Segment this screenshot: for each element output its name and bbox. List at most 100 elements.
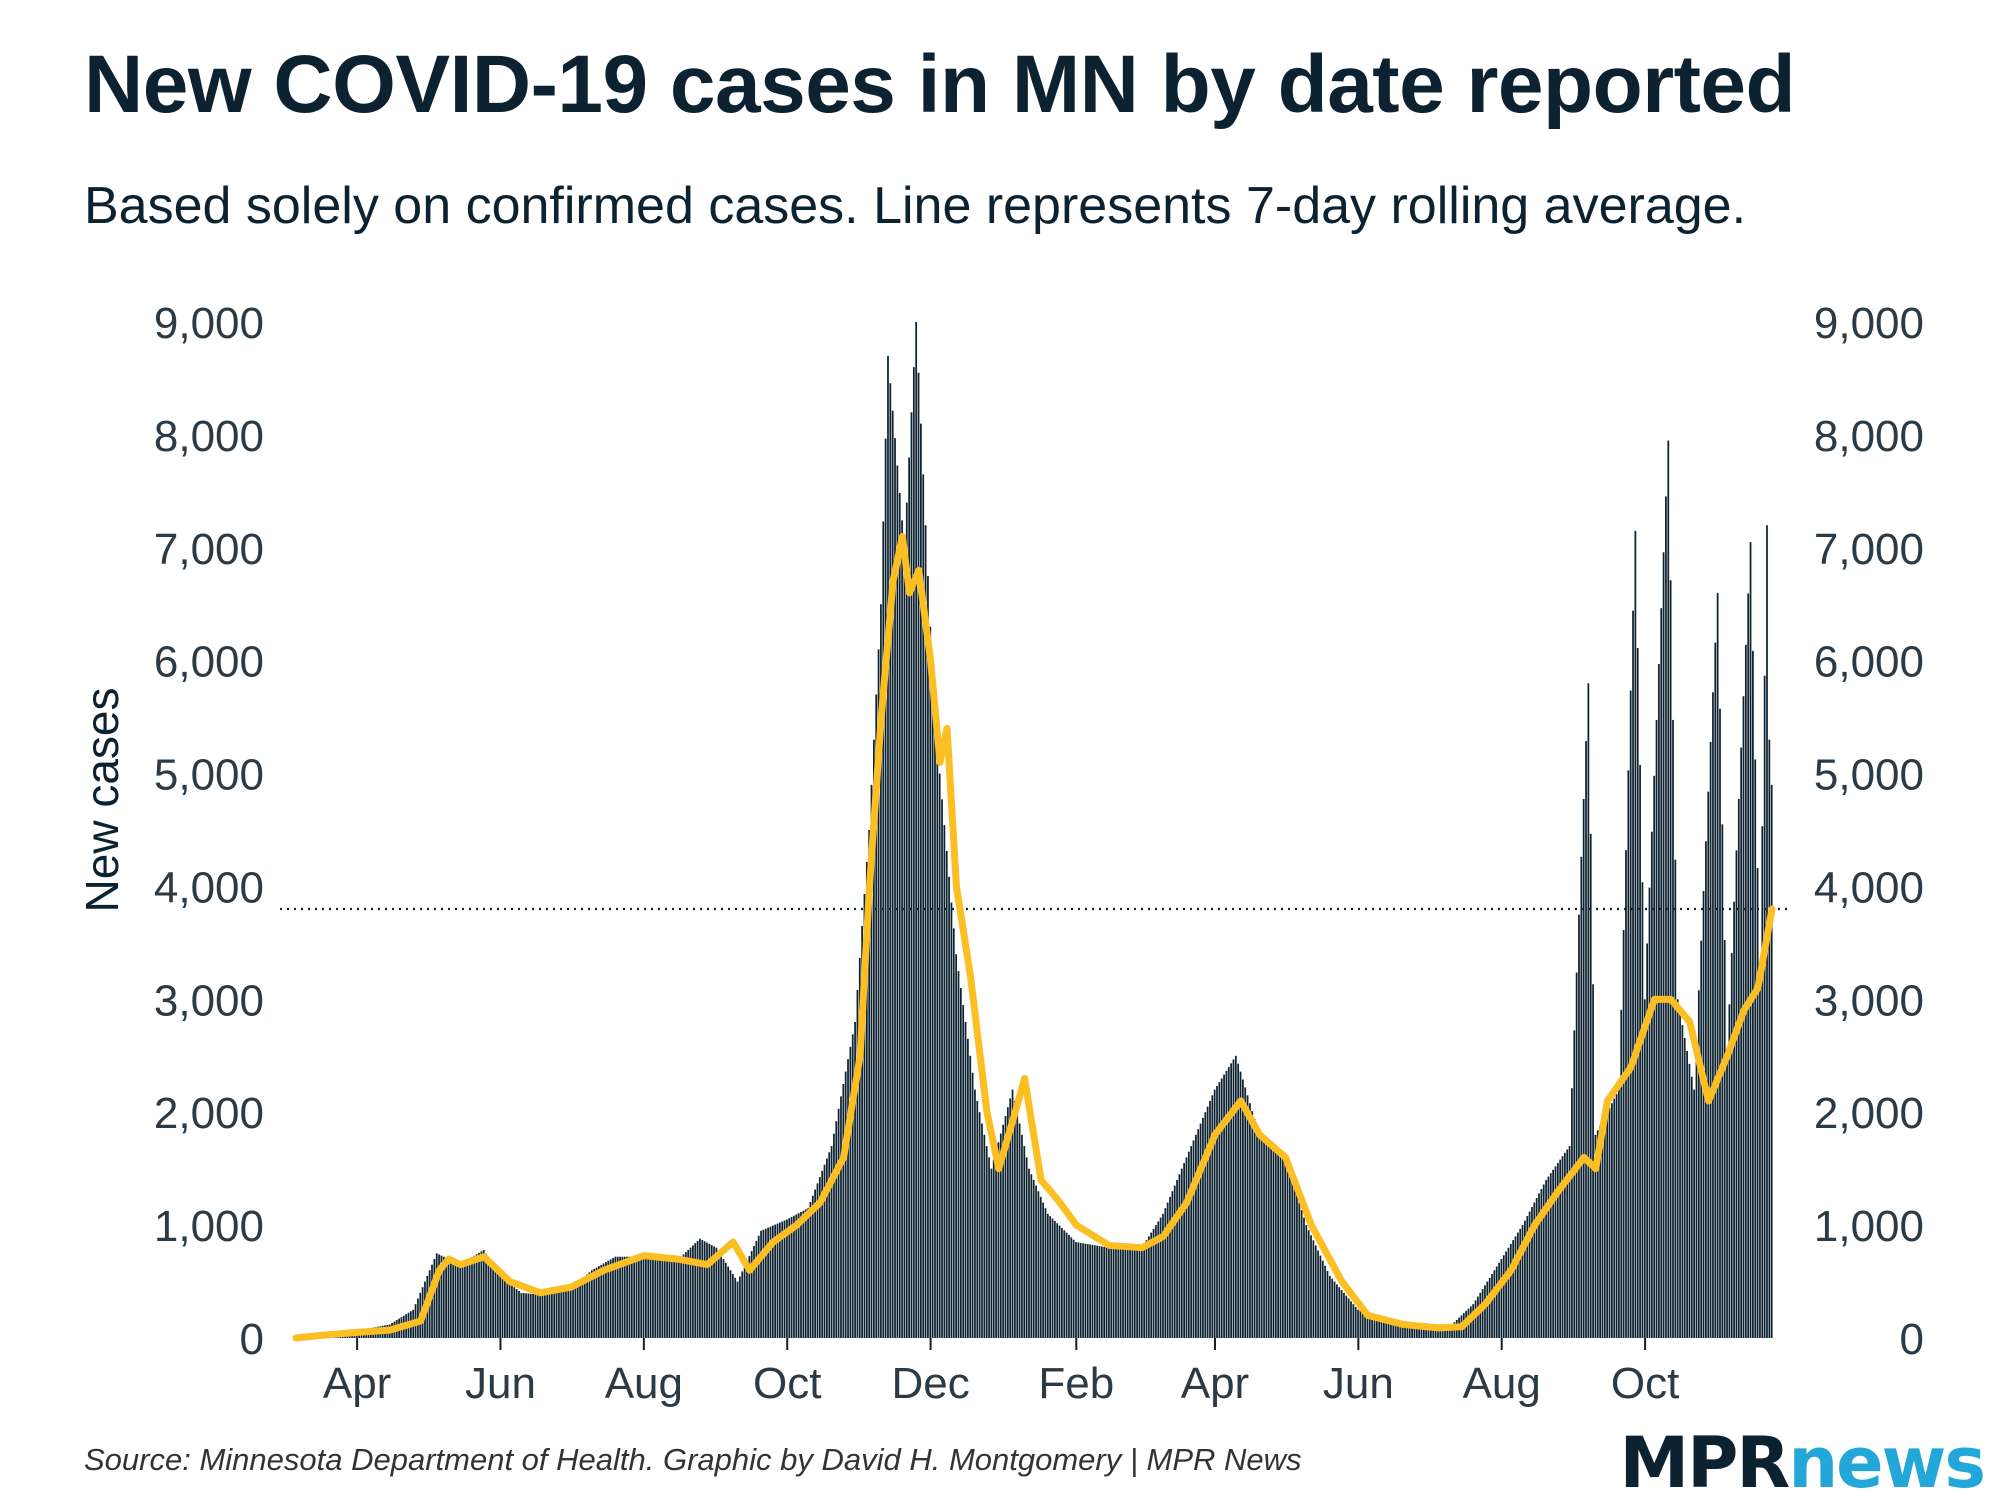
daily-bar	[1228, 1067, 1230, 1338]
y-tick-label: 6,000	[1814, 638, 1924, 687]
daily-bar	[1141, 1248, 1143, 1338]
x-tick-label: Feb	[1038, 1359, 1114, 1408]
daily-bar	[1684, 1038, 1686, 1338]
y-axis-label: New cases	[76, 688, 128, 913]
daily-bar	[1059, 1226, 1061, 1338]
daily-bar	[1672, 720, 1674, 1338]
daily-bar	[669, 1260, 671, 1338]
daily-bar	[1120, 1248, 1122, 1338]
daily-bar	[904, 548, 906, 1338]
right-y-axis: 01,0002,0003,0004,0005,0006,0007,0008,00…	[1814, 299, 1924, 1364]
daily-bar	[1223, 1075, 1225, 1338]
daily-bar	[1320, 1256, 1322, 1338]
daily-bar	[1341, 1290, 1343, 1338]
daily-bar	[1214, 1090, 1216, 1338]
daily-bar	[1510, 1244, 1512, 1338]
daily-bar	[1674, 860, 1676, 1338]
daily-bar	[1484, 1285, 1486, 1338]
daily-bar	[485, 1254, 487, 1338]
daily-bar	[1651, 832, 1653, 1338]
y-tick-label: 0	[1900, 1315, 1924, 1364]
daily-bar	[1635, 531, 1637, 1338]
daily-bar	[758, 1236, 760, 1338]
daily-bar	[1113, 1248, 1115, 1338]
daily-bar	[845, 1072, 847, 1338]
daily-bar	[1759, 977, 1761, 1338]
y-tick-label: 9,000	[1814, 299, 1924, 348]
daily-bar	[1047, 1214, 1049, 1338]
daily-bar	[892, 411, 894, 1338]
daily-bar	[699, 1239, 701, 1338]
daily-bar	[1623, 930, 1625, 1338]
daily-bar	[1219, 1082, 1221, 1338]
daily-bar	[1294, 1187, 1296, 1338]
daily-bar	[1014, 1101, 1016, 1338]
daily-bar	[1714, 643, 1716, 1338]
daily-bar	[840, 1096, 842, 1338]
daily-bar	[582, 1279, 584, 1338]
daily-bar	[969, 1056, 971, 1338]
daily-bar	[991, 1169, 993, 1338]
daily-bar	[1355, 1307, 1357, 1338]
daily-bar	[495, 1268, 497, 1338]
daily-bar	[455, 1262, 457, 1338]
daily-bar	[469, 1259, 471, 1338]
daily-bar	[476, 1254, 478, 1338]
daily-bar	[640, 1257, 642, 1338]
daily-bar	[972, 1073, 974, 1338]
daily-bar	[1761, 826, 1763, 1338]
daily-bar	[1026, 1157, 1028, 1338]
y-tick-label: 3,000	[1814, 976, 1924, 1025]
daily-bar	[1479, 1293, 1481, 1338]
daily-bar	[1710, 742, 1712, 1338]
daily-bar	[1573, 1030, 1575, 1338]
daily-bar	[732, 1274, 734, 1338]
daily-bar	[622, 1257, 624, 1338]
daily-bar	[1345, 1296, 1347, 1338]
daily-bar	[516, 1289, 518, 1338]
daily-bar	[1477, 1297, 1479, 1338]
daily-bar	[1660, 608, 1662, 1338]
daily-bar	[1054, 1221, 1056, 1338]
daily-bar	[723, 1259, 725, 1338]
daily-bar	[1089, 1244, 1091, 1338]
daily-bar	[565, 1290, 567, 1338]
daily-bar	[718, 1251, 720, 1338]
bars-layer	[295, 322, 1773, 1338]
daily-bar	[1122, 1248, 1124, 1338]
y-tick-label: 2,000	[154, 1089, 264, 1138]
daily-bar	[979, 1112, 981, 1338]
daily-bar	[626, 1257, 628, 1338]
daily-bar	[1686, 1051, 1688, 1338]
daily-bar	[934, 700, 936, 1338]
daily-bar	[1094, 1245, 1096, 1338]
daily-bar	[633, 1257, 635, 1338]
daily-bar	[563, 1291, 565, 1338]
daily-bar	[1747, 594, 1749, 1339]
daily-bar	[1512, 1240, 1514, 1338]
daily-bar	[887, 356, 889, 1338]
daily-bar	[1087, 1244, 1089, 1338]
daily-bar	[478, 1253, 480, 1338]
daily-bar	[1611, 1103, 1613, 1338]
daily-bar	[1240, 1072, 1242, 1338]
daily-bar	[643, 1257, 645, 1338]
daily-bar	[1632, 611, 1634, 1338]
daily-bar	[939, 774, 941, 1338]
daily-bar	[556, 1293, 558, 1338]
daily-bar	[652, 1258, 654, 1338]
daily-bar	[1019, 1124, 1021, 1338]
daily-bar	[657, 1259, 659, 1338]
daily-bar	[1329, 1276, 1331, 1338]
daily-bar	[1038, 1191, 1040, 1338]
daily-bar	[1216, 1086, 1218, 1338]
daily-bar	[523, 1293, 525, 1338]
x-tick-label: Apr	[1181, 1359, 1249, 1408]
daily-bar	[1134, 1248, 1136, 1338]
daily-bar	[730, 1270, 732, 1338]
daily-bar	[605, 1262, 607, 1338]
daily-bar	[1489, 1278, 1491, 1338]
daily-bar	[1251, 1111, 1253, 1338]
daily-bar	[450, 1260, 452, 1338]
daily-bar	[1665, 496, 1667, 1338]
